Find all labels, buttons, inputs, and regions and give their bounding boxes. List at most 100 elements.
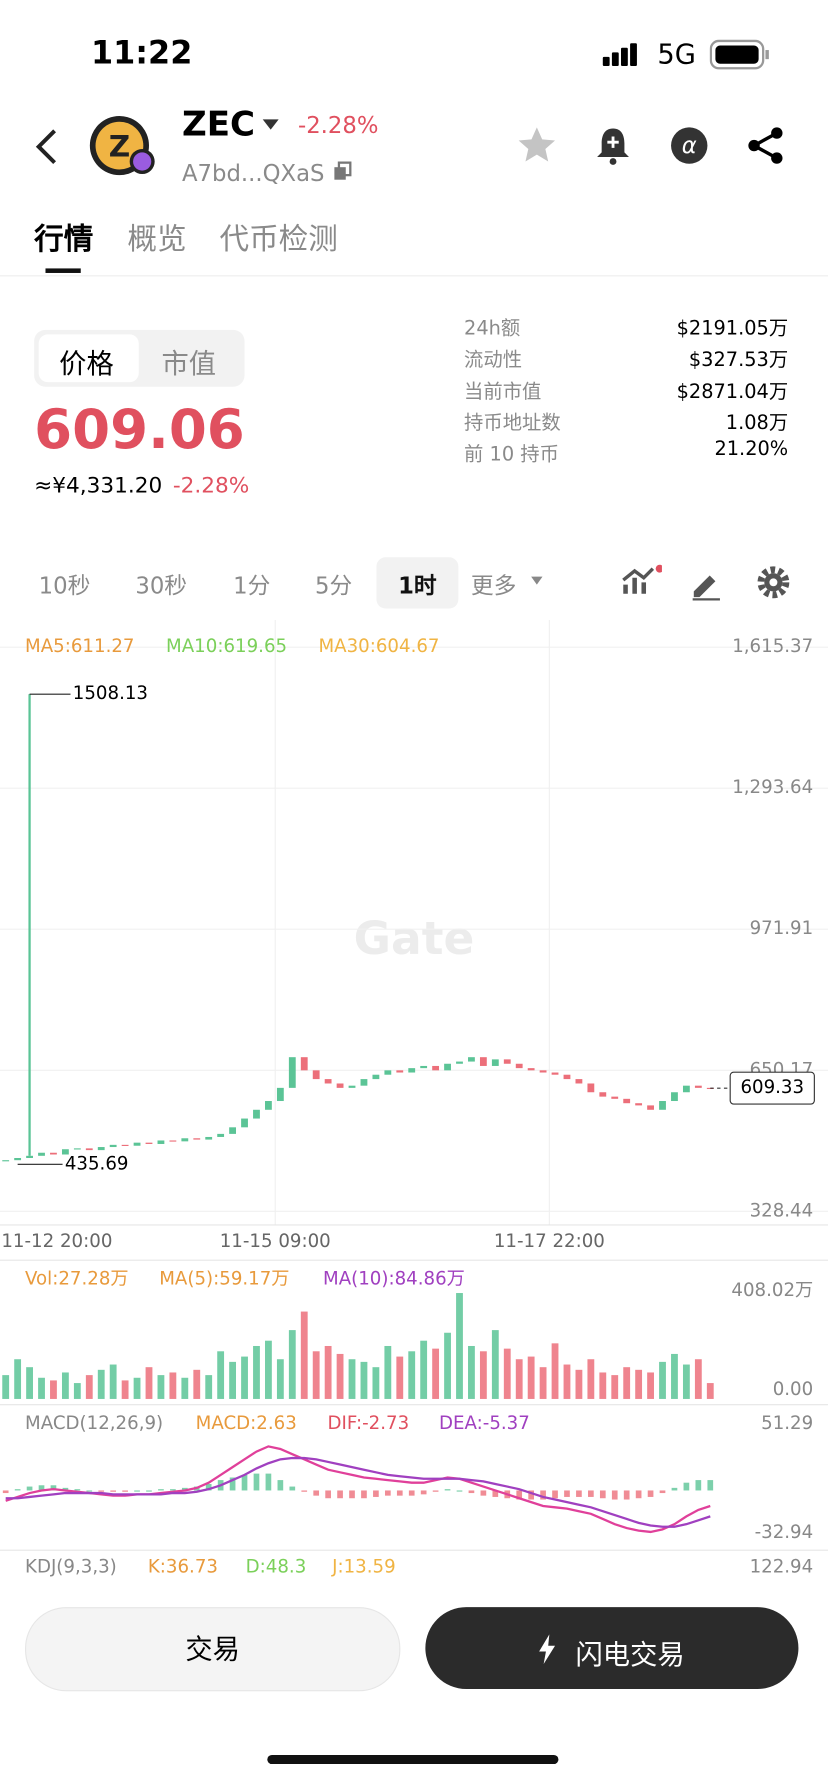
- tab[interactable]: 概览: [127, 222, 187, 258]
- candle: [73, 1148, 81, 1150]
- candle: [265, 1101, 272, 1110]
- interval[interactable]: 1分: [233, 572, 271, 600]
- macd-bar: [384, 1490, 391, 1496]
- candle: [300, 1057, 308, 1071]
- macd-tick-label: -32.94: [755, 1522, 814, 1543]
- candle: [694, 1085, 702, 1088]
- candle: [217, 1133, 225, 1137]
- candle: [324, 1079, 332, 1084]
- stat-value: $327.53万: [688, 348, 789, 372]
- ma-legend: MA10:619.65: [166, 636, 287, 657]
- volume-bar: [659, 1361, 666, 1399]
- share-icon[interactable]: [746, 125, 785, 166]
- macd-bar: [14, 1489, 21, 1491]
- macd-bar: [325, 1490, 331, 1499]
- candle: [253, 1109, 260, 1119]
- volume-bar: [432, 1348, 440, 1399]
- macd-bar: [683, 1482, 690, 1491]
- symbol[interactable]: ZEC: [181, 104, 256, 145]
- toggle-option[interactable]: 市值: [161, 348, 217, 380]
- macd-bar: [205, 1483, 212, 1491]
- volume-bar: [706, 1383, 714, 1399]
- macd-bar: [408, 1490, 415, 1496]
- macd-bar: [349, 1490, 355, 1499]
- alert-icon[interactable]: [594, 125, 633, 166]
- x-tick-label: 11-15 09:00: [220, 1231, 331, 1252]
- alpha-icon[interactable]: α: [669, 125, 710, 166]
- macd-bar: [599, 1490, 606, 1499]
- back-button[interactable]: [32, 127, 66, 166]
- volume-bar: [217, 1351, 225, 1399]
- volume-bar: [14, 1359, 22, 1399]
- candle: [157, 1140, 165, 1144]
- volume-bar: [26, 1367, 33, 1399]
- volume-bar: [611, 1375, 619, 1399]
- volume-bar: [229, 1361, 237, 1399]
- address[interactable]: A7bd...QXaS: [181, 159, 325, 187]
- macd-bar: [110, 1490, 117, 1492]
- toggle-option[interactable]: 价格: [59, 348, 114, 380]
- macd-bar: [2, 1490, 9, 1494]
- volume-bar: [85, 1375, 93, 1399]
- divider: [0, 275, 828, 277]
- copy-icon[interactable]: [332, 161, 352, 182]
- volume-bar: [121, 1380, 129, 1399]
- price-change: -2.28%: [172, 473, 250, 499]
- favorite-icon[interactable]: [516, 125, 557, 166]
- candle: [539, 1070, 547, 1073]
- stat-label: 24h额: [464, 317, 521, 341]
- macd-bar: [337, 1490, 343, 1499]
- stat-value: 1.08万: [725, 412, 789, 435]
- header-change: -2.28%: [297, 111, 379, 139]
- macd-bar: [122, 1490, 128, 1492]
- candle: [372, 1074, 380, 1080]
- flash-trade-label: 闪电交易: [575, 1638, 685, 1671]
- candle: [193, 1138, 201, 1140]
- macd-bar: [229, 1477, 236, 1491]
- volume-bar: [300, 1311, 308, 1399]
- tab[interactable]: 代币检测: [219, 222, 338, 258]
- candle: [312, 1070, 320, 1080]
- interval[interactable]: 1时: [398, 572, 437, 600]
- volume-bar: [193, 1369, 201, 1399]
- stat-value: 21.20%: [714, 438, 789, 461]
- settings-icon[interactable]: [755, 564, 791, 600]
- volume-bar: [694, 1359, 702, 1399]
- candle: [360, 1079, 368, 1086]
- status-time: 11:22: [90, 34, 193, 72]
- volume-bar: [265, 1340, 272, 1399]
- candle: [336, 1083, 344, 1088]
- macd-bar: [289, 1486, 296, 1491]
- macd-bar: [313, 1490, 320, 1496]
- flash-trade-button[interactable]: 闪电交易: [425, 1607, 799, 1689]
- interval[interactable]: 5分: [315, 572, 353, 600]
- vol-legend: MA(5):59.17万: [159, 1269, 289, 1290]
- macd-legend: MACD:2.63: [196, 1413, 297, 1434]
- candle-wick: [28, 694, 31, 1156]
- macd-bar: [707, 1480, 714, 1491]
- candle: [468, 1057, 475, 1062]
- y-tick-label: 1,615.37: [732, 636, 813, 657]
- interval[interactable]: 10秒: [38, 572, 91, 600]
- interval[interactable]: 更多: [470, 572, 517, 600]
- volume-bar: [647, 1372, 654, 1399]
- volume-bar: [312, 1351, 320, 1399]
- trade-button[interactable]: 交易: [25, 1607, 401, 1692]
- macd-bar: [528, 1490, 534, 1500]
- indicator-icon[interactable]: [621, 564, 662, 600]
- volume-bar: [515, 1359, 523, 1399]
- volume-bar: [599, 1372, 607, 1399]
- tab[interactable]: 行情: [34, 222, 94, 258]
- volume-bar: [575, 1369, 583, 1399]
- macd-bar: [134, 1490, 140, 1492]
- volume-bar: [241, 1356, 248, 1399]
- interval[interactable]: 30秒: [135, 572, 188, 600]
- high-label: 1508.13: [73, 683, 148, 704]
- macd-legend: DEA:-5.37: [439, 1413, 530, 1434]
- volume-bar: [682, 1364, 690, 1399]
- macd-bar: [611, 1490, 618, 1500]
- draw-icon[interactable]: [689, 566, 723, 601]
- macd-bar: [456, 1490, 463, 1492]
- candle: [623, 1098, 631, 1104]
- volume-bar: [527, 1356, 535, 1399]
